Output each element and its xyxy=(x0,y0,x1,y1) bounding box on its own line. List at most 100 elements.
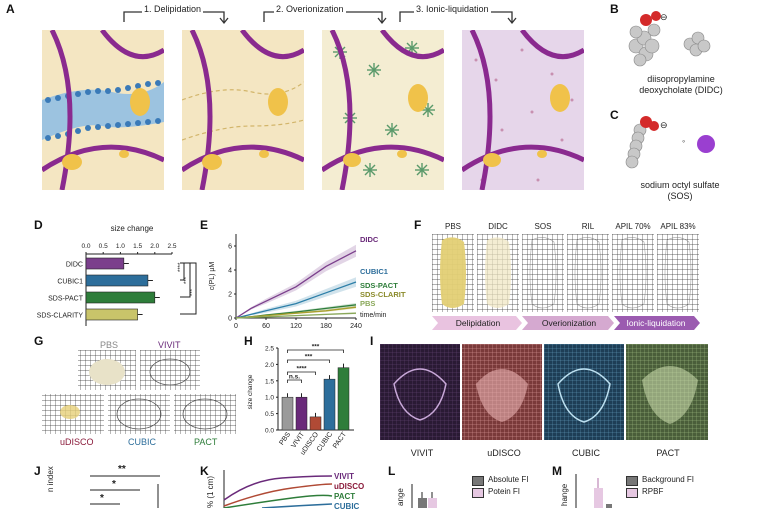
h-sig-label: **** xyxy=(296,366,307,373)
i-label-cubic: CUBIC xyxy=(571,448,600,458)
e-xtick-label: 180 xyxy=(320,323,332,330)
tissue-tile-overionized xyxy=(322,30,444,190)
f-column-label: APIL 70% xyxy=(615,222,651,231)
j-ylabel: n index xyxy=(46,466,55,492)
h-ytick-label: 2.5 xyxy=(265,346,274,353)
f-column-label: APIL 83% xyxy=(660,222,696,231)
panel-b-label: B xyxy=(610,2,619,16)
m-legend-swatch-2 xyxy=(626,488,638,498)
d-bar xyxy=(85,257,125,270)
k-series-vivit: VIVIT xyxy=(334,472,355,481)
e-xlabel: time/min xyxy=(360,312,387,319)
i-label-udisco: uDISCO xyxy=(487,448,521,458)
panel-j-label: J xyxy=(34,464,41,478)
f-arrow-ionic-liquidation: Ionic-liquidation xyxy=(626,318,686,328)
panel-f-label: F xyxy=(414,218,422,232)
l-legend-swatch-2 xyxy=(472,488,484,498)
e-ytick-label: 2 xyxy=(228,292,232,299)
k-lines xyxy=(223,470,333,508)
didc-name-line2: deoxycholate (DIDC) xyxy=(639,85,723,95)
e-series-line xyxy=(235,281,357,319)
panel-i-label: I xyxy=(370,334,374,348)
e-series-label: PBS xyxy=(360,299,375,308)
f-arrow-delipidation: Delipidation xyxy=(455,318,501,328)
h-category-label: PACT xyxy=(332,431,349,450)
l-bars xyxy=(411,484,437,508)
h-sig-label: *** xyxy=(305,354,313,361)
h-bar xyxy=(323,378,336,431)
h-bar xyxy=(309,416,322,431)
sos-charge-icon: ⊖ xyxy=(660,120,668,130)
d-xtick-label: 2.5 xyxy=(167,243,176,250)
panel-m-label: M xyxy=(552,464,562,478)
g-label-vivit: VIVIT xyxy=(158,340,181,350)
h-sig-bracket xyxy=(287,359,330,363)
h-ytick-label: 1.0 xyxy=(265,395,274,402)
didc-name-line1: diisopropylamine xyxy=(647,74,715,84)
h-ytick-label: 0.5 xyxy=(265,411,274,418)
l-legend-2: Potein FI xyxy=(488,487,521,496)
d-xtick-label: 0.0 xyxy=(81,243,90,250)
tissue-tile-native xyxy=(42,30,164,190)
f-column-label: PBS xyxy=(444,222,461,231)
h-bar xyxy=(295,396,308,431)
e-xtick-label: 120 xyxy=(290,323,302,330)
panel-k-label: K xyxy=(200,464,209,478)
h-sig-bracket xyxy=(287,371,316,375)
h-ytick-label: 1.5 xyxy=(265,378,274,385)
j-sig-2: * xyxy=(112,479,116,490)
e-series-line xyxy=(235,312,357,319)
step-2-label: 2. Overionization xyxy=(274,4,346,14)
panel-e-label: E xyxy=(200,218,209,232)
f-arrow-overionization: Overionization xyxy=(541,318,597,328)
m-bars xyxy=(575,474,612,508)
h-sig-label: n.s. xyxy=(289,374,300,381)
step-1-label: 1. Delipidation xyxy=(142,4,204,14)
j-sig-1: ** xyxy=(118,464,126,475)
i-label-vivit: VIVIT xyxy=(410,448,434,458)
f-column-label: SOS xyxy=(534,222,552,231)
e-xtick-label: 0 xyxy=(234,323,238,330)
m-ylabel: hange xyxy=(560,483,569,506)
m-legend-1: Background FI xyxy=(642,475,695,484)
d-title: size change xyxy=(110,224,154,233)
f-sample-image xyxy=(522,234,564,312)
g-label-pact: PACT xyxy=(194,437,218,447)
d-sig-stars: *** xyxy=(190,288,196,296)
f-sample-image xyxy=(567,234,609,312)
tissue-tile-delipidated xyxy=(182,30,304,190)
k-series-pact: PACT xyxy=(334,492,356,501)
g-brain-images xyxy=(42,350,236,434)
i-label-pact: PACT xyxy=(656,448,680,458)
panel-d-label: D xyxy=(34,218,43,232)
f-column-label: RIL xyxy=(581,222,595,231)
k-series-cubic: CUBIC xyxy=(334,502,360,511)
l-ylabel: ange xyxy=(396,488,405,506)
sos-dot-icon: ◦ xyxy=(682,136,686,146)
e-series-line xyxy=(235,250,357,319)
tissue-tile-ionic-liquid xyxy=(462,30,584,190)
e-series-label: SDS-PACT xyxy=(360,281,398,290)
e-ytick-label: 0 xyxy=(228,316,232,323)
e-series-band xyxy=(236,244,356,318)
d-xtick-label: 2.0 xyxy=(150,243,159,250)
f-sample-image xyxy=(432,234,474,312)
e-ylabel: c(PL) µM xyxy=(209,262,216,291)
j-sig-3: * xyxy=(100,493,104,504)
i-cleared-brain-images xyxy=(380,344,708,440)
d-xtick-label: 1.0 xyxy=(116,243,125,250)
chart-e-release: 0 60 120 180 240 0 2 4 6 c(PL) µM DIDC CUBIC1 SDS-PA… xyxy=(209,234,406,330)
d-sig-bracket xyxy=(180,262,197,315)
d-category-label: SDS-CLARITY xyxy=(37,313,84,320)
d-category-label: DIDC xyxy=(66,262,83,269)
h-sig-label: *** xyxy=(312,344,320,351)
d-sig-bracket xyxy=(180,262,191,298)
h-ylabel: size change xyxy=(247,374,254,409)
didc-charge-icon: ⊖ xyxy=(660,12,668,22)
g-label-pbs: PBS xyxy=(100,340,119,350)
m-legend-2: RPBF xyxy=(642,487,664,496)
h-ytick-label: 0.0 xyxy=(265,428,274,435)
d-sig-bracket xyxy=(180,262,185,281)
f-sample-image xyxy=(612,234,654,312)
